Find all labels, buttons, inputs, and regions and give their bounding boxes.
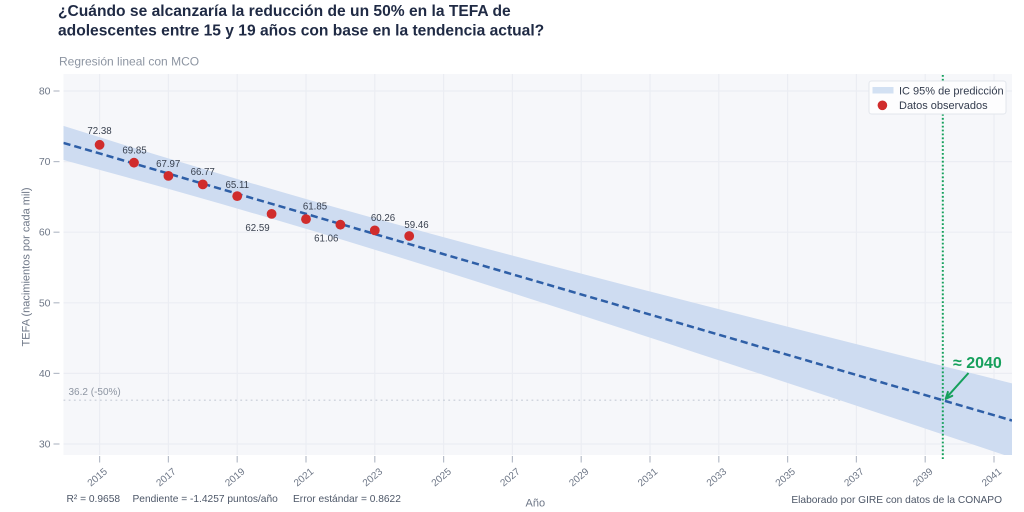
svg-text:72.38: 72.38 xyxy=(87,126,111,137)
svg-text:adolescentes entre 15 y 19 año: adolescentes entre 15 y 19 años con base… xyxy=(58,23,544,40)
svg-text:Error estándar = 0.8622: Error estándar = 0.8622 xyxy=(293,494,401,505)
svg-text:40: 40 xyxy=(39,368,51,380)
svg-text:65.11: 65.11 xyxy=(226,180,250,191)
svg-text:¿Cuándo se alcanzaría la reduc: ¿Cuándo se alcanzaría la reducción de un… xyxy=(58,3,511,20)
svg-text:80: 80 xyxy=(39,86,51,98)
svg-text:62.59: 62.59 xyxy=(245,223,269,234)
svg-text:67.97: 67.97 xyxy=(156,159,180,170)
svg-text:60: 60 xyxy=(39,227,51,239)
svg-text:70: 70 xyxy=(39,156,51,168)
svg-text:60.26: 60.26 xyxy=(371,213,395,224)
svg-text:TEFA (nacimientos por cada mil: TEFA (nacimientos por cada mil) xyxy=(21,188,33,347)
svg-text:30: 30 xyxy=(39,439,51,451)
svg-text:69.85: 69.85 xyxy=(122,146,146,157)
svg-text:Elaborado por GIRE con datos d: Elaborado por GIRE con datos de la CONAP… xyxy=(791,495,1002,506)
svg-text:Regresión lineal con MCO: Regresión lineal con MCO xyxy=(59,55,199,69)
svg-text:Año: Año xyxy=(526,498,546,510)
svg-text:≈ 2040: ≈ 2040 xyxy=(953,355,1002,372)
svg-text:IC 95% de predicción: IC 95% de predicción xyxy=(899,85,1004,97)
svg-text:66.77: 66.77 xyxy=(191,167,215,178)
svg-text:36.2 (-50%): 36.2 (-50%) xyxy=(69,387,121,398)
svg-text:50: 50 xyxy=(39,297,51,309)
svg-text:R² = 0.9658: R² = 0.9658 xyxy=(67,494,121,505)
svg-text:Datos observados: Datos observados xyxy=(899,100,988,112)
svg-text:Pendiente = -1.4257 puntos/año: Pendiente = -1.4257 puntos/año xyxy=(133,494,279,505)
svg-text:61.85: 61.85 xyxy=(303,202,327,213)
svg-text:61.06: 61.06 xyxy=(314,234,338,245)
svg-text:59.46: 59.46 xyxy=(404,220,428,231)
